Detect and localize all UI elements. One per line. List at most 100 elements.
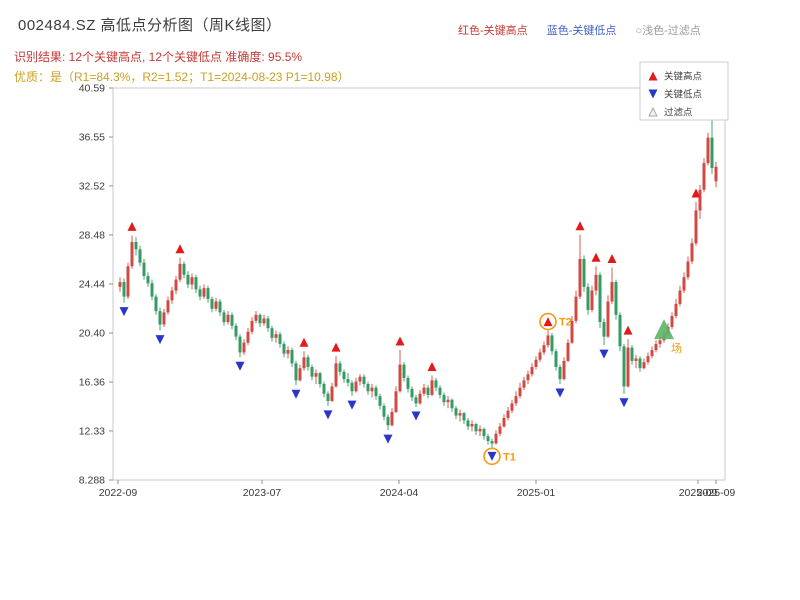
candle	[338, 363, 342, 372]
candle	[554, 351, 558, 367]
key-high-marker	[299, 337, 309, 347]
y-tick-label: 36.55	[79, 132, 105, 144]
annotation-label-T2: T2	[559, 317, 572, 329]
candle	[686, 261, 690, 278]
y-tick-label: 24.44	[79, 278, 105, 290]
candle	[290, 350, 294, 364]
candle	[618, 314, 622, 347]
candle	[466, 420, 470, 427]
candle	[558, 366, 562, 380]
candle	[202, 288, 206, 297]
candle	[446, 399, 450, 403]
key-high-marker	[648, 106, 658, 117]
candle	[478, 428, 482, 432]
candle	[134, 241, 138, 250]
candle	[266, 318, 270, 329]
candle	[314, 373, 318, 377]
key-low-marker	[619, 398, 629, 408]
candle	[258, 314, 262, 324]
chart-title: 002484.SZ 高低点分析图（周K线图）	[18, 17, 282, 34]
candle	[334, 363, 338, 387]
candle	[614, 282, 618, 315]
annotation-circle-T2	[539, 312, 557, 331]
candle	[230, 314, 234, 326]
key-high-marker	[395, 336, 405, 346]
y-tick-label: 28.48	[79, 229, 105, 241]
x-tick-label: 2023-07	[243, 487, 282, 499]
key-high-marker	[543, 317, 553, 327]
candle	[642, 362, 646, 369]
candle	[370, 387, 374, 392]
candle	[194, 277, 198, 290]
candle	[538, 352, 542, 360]
candle	[198, 289, 202, 297]
y-tick-label: 20.40	[79, 328, 105, 340]
key-low-marker	[235, 361, 245, 371]
key-low-marker	[291, 389, 301, 399]
legend-key-low-label: 蓝色-关键低点	[546, 25, 617, 37]
y-tick-label: 16.36	[79, 377, 105, 389]
candle	[534, 359, 538, 367]
candle	[454, 408, 458, 416]
candle	[302, 357, 306, 369]
candle	[214, 301, 218, 309]
key-high-marker	[331, 342, 341, 352]
candle	[278, 334, 282, 344]
key-low-marker	[119, 307, 129, 317]
candle	[586, 286, 590, 310]
plot-area	[112, 87, 726, 481]
candle	[634, 358, 638, 361]
candle	[286, 350, 290, 354]
candle	[182, 263, 186, 275]
candle	[670, 316, 674, 327]
candle	[390, 411, 394, 426]
candle	[282, 343, 286, 354]
key-low-marker	[487, 451, 497, 461]
candle	[358, 376, 362, 382]
candle	[626, 347, 630, 387]
x-tick-label: 2022-09	[99, 487, 138, 499]
key-high-marker	[648, 71, 658, 81]
candle	[702, 163, 706, 190]
legend-filter-label: ○浅色-过滤点	[635, 25, 701, 37]
candle	[346, 379, 350, 383]
y-tick-label: 40.59	[79, 83, 105, 95]
y-tick-label: 32.52	[79, 180, 105, 192]
candle	[630, 347, 634, 361]
candle	[394, 391, 398, 412]
key-low-marker	[411, 411, 421, 421]
candle	[590, 290, 594, 310]
key-low-marker	[555, 388, 565, 398]
candle	[602, 322, 606, 337]
legend-key-high-label: 红色-关键高点	[458, 25, 528, 37]
entry-triangle	[654, 319, 674, 340]
key-low-marker	[599, 349, 609, 359]
candle	[598, 274, 602, 323]
candle	[658, 340, 662, 344]
candle	[682, 277, 686, 291]
candle	[318, 373, 322, 384]
candle	[262, 318, 266, 324]
candle	[542, 345, 546, 353]
candle	[362, 376, 366, 384]
candle	[646, 356, 650, 363]
candle	[294, 363, 298, 381]
key-low-marker	[155, 335, 165, 345]
candle	[678, 290, 682, 304]
candle	[694, 210, 698, 244]
candle	[250, 320, 254, 332]
candle	[442, 394, 446, 403]
candle	[310, 366, 314, 377]
candle	[130, 241, 134, 267]
candle	[150, 283, 154, 297]
annotation-circle-T1	[483, 447, 501, 466]
x-tick-label: 2025-09	[697, 487, 736, 499]
candle	[138, 249, 142, 263]
top-legend: 红色-关键高点 蓝色-关键低点 ○浅色-过滤点	[458, 22, 717, 38]
candle	[154, 296, 158, 312]
candle	[210, 299, 214, 309]
candle	[226, 314, 230, 323]
candle	[526, 374, 530, 381]
